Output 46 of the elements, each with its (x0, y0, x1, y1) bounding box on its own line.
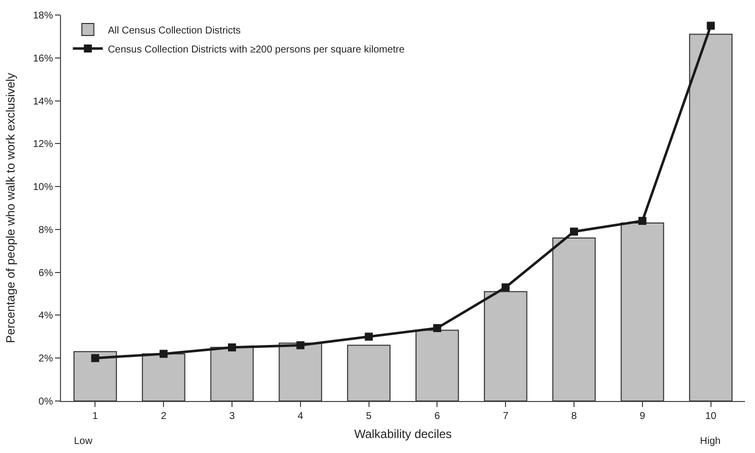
point (638, 216, 646, 225)
y-tick-label: 16% (32, 53, 54, 64)
legend-label: Census Collection Districts with ≥200 persons per square kilometre (108, 44, 405, 56)
x-tick-label: 6 (434, 411, 440, 422)
y-tick-label: 14% (32, 96, 54, 108)
y-tick-label: 2% (38, 354, 54, 365)
x-axis-title: Walkability deciles (354, 426, 452, 441)
x-tick-label: 10 (705, 411, 717, 422)
point (433, 324, 442, 332)
point (570, 228, 578, 236)
y-tick-label: 10% (32, 182, 54, 194)
y-tick-label: 18% (32, 10, 54, 22)
x-tick-label: 1 (92, 411, 98, 422)
y-axis-title: Percentage of people who walk to work exclusively (3, 72, 18, 344)
bar (416, 330, 459, 401)
y-tick-label: 4% (38, 310, 54, 322)
x-tick-label: 2 (160, 411, 167, 422)
bar (142, 353, 186, 401)
text: High (700, 436, 721, 447)
point (228, 343, 236, 352)
bar (552, 238, 596, 401)
x-tick-label: 4 (298, 411, 304, 422)
point (502, 283, 510, 292)
point (91, 354, 100, 362)
legend-label: All Census Collection Districts (108, 25, 241, 36)
bar (484, 291, 528, 401)
point (160, 350, 168, 358)
y-tick-label: 6% (38, 268, 54, 279)
bar (74, 351, 117, 401)
bar (210, 346, 254, 401)
bar (347, 344, 390, 401)
x-tick-label: 7 (502, 411, 509, 422)
bar (620, 222, 664, 401)
y-tick-label: 0% (38, 396, 54, 408)
x-tick-label: 5 (366, 411, 372, 422)
point (296, 341, 304, 350)
bar (689, 34, 732, 401)
y-tick-label: 8% (38, 224, 54, 236)
bar (278, 342, 322, 401)
y-tick-label: 12% (32, 139, 54, 150)
point (706, 22, 715, 30)
x-tick-label: 3 (229, 411, 236, 422)
text: Low (74, 436, 94, 447)
point (364, 332, 373, 341)
x-tick-label: 9 (640, 411, 646, 422)
x-tick-label: 8 (571, 411, 578, 422)
